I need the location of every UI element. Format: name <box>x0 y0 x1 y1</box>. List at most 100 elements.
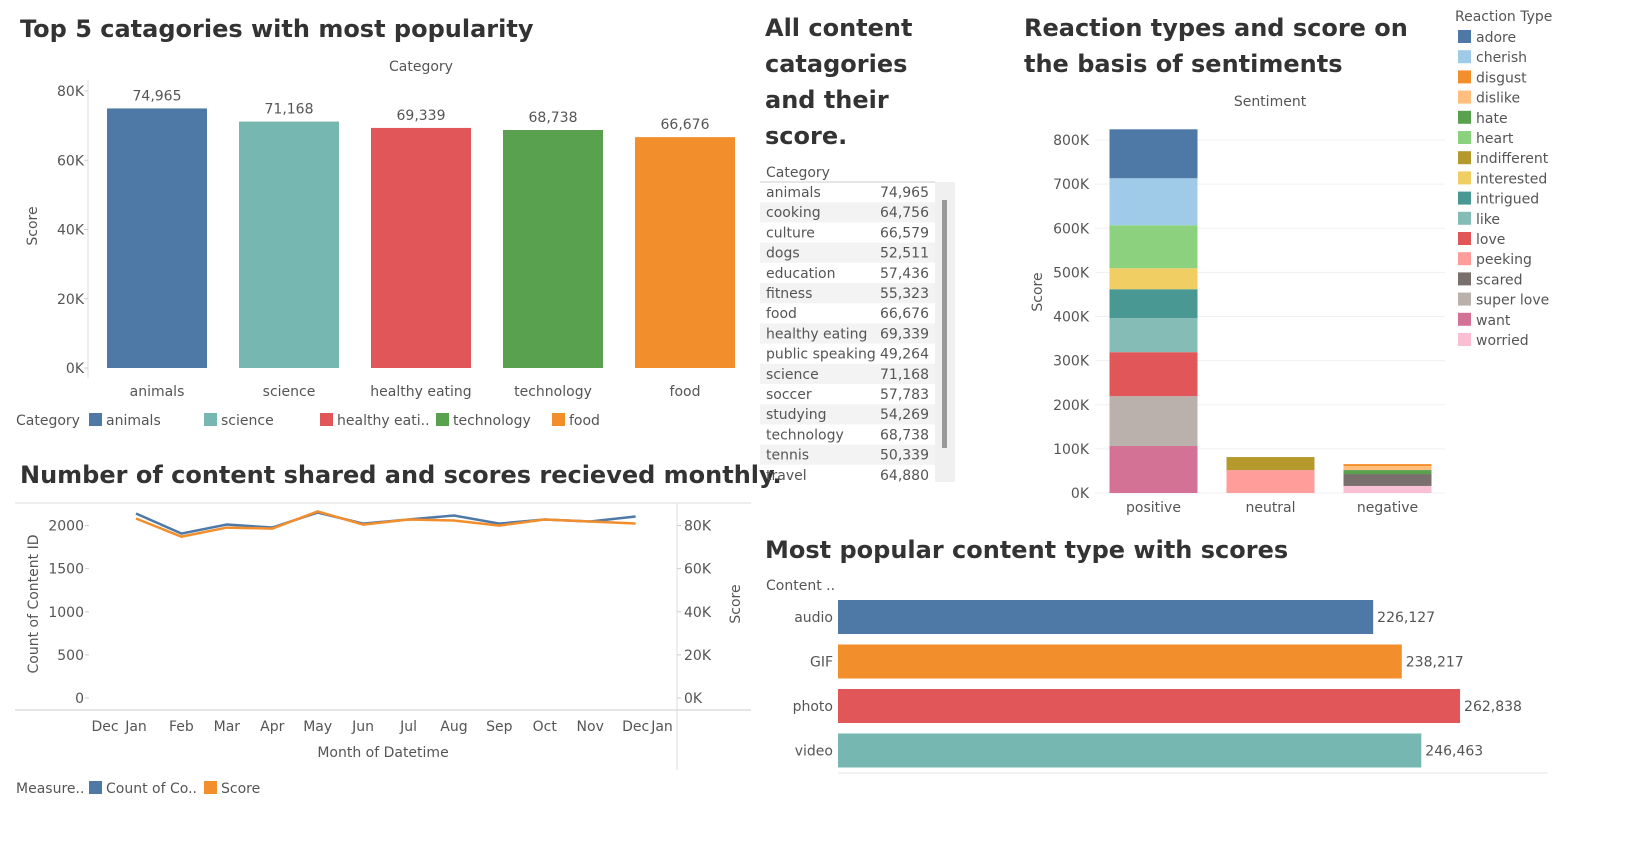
y-tick-label: 40K <box>57 223 85 239</box>
legend-label: Count of Co.. <box>106 781 197 797</box>
y-tick-label: 800K <box>1053 133 1090 149</box>
y-tick-label: 2000 <box>48 519 84 535</box>
legend-label: interested <box>1476 171 1547 187</box>
y-tick-label: 0K <box>66 361 85 377</box>
bar-segment <box>1109 129 1198 179</box>
row-bg <box>760 202 935 223</box>
cell: studying <box>766 407 826 423</box>
legend-label: love <box>1476 232 1505 248</box>
legend-label: want <box>1476 313 1511 329</box>
y-axis-title: Score <box>25 206 41 245</box>
legend-swatch <box>1458 232 1471 245</box>
y-tick-label: 0 <box>75 691 84 707</box>
legend-label: scared <box>1476 272 1523 288</box>
y-axis-title: Score <box>1030 272 1046 311</box>
scrollbar[interactable] <box>942 200 947 448</box>
y-tick-label: 700K <box>1053 177 1090 193</box>
bar-segment <box>1109 289 1198 319</box>
value-label: 246,463 <box>1425 744 1483 760</box>
y-axis-title: Count of Content ID <box>26 534 42 673</box>
x-tick-label: Sep <box>486 719 513 735</box>
bar-segment <box>1343 466 1432 471</box>
y-tick-label: GIF <box>810 655 833 671</box>
x-tick-label: animals <box>130 384 185 400</box>
x-tick-label: Jul <box>399 719 417 735</box>
legend-swatch <box>1458 312 1471 326</box>
y-tick-label: 1000 <box>48 605 84 621</box>
legend-swatch <box>1458 292 1471 306</box>
bar-segment <box>1109 352 1198 397</box>
y-tick-label: 500 <box>57 648 84 664</box>
y-tick-label: 100K <box>1053 442 1090 458</box>
bar-segment <box>1226 470 1315 493</box>
chart-title: Most popular content type with scores <box>765 536 1288 564</box>
x-tick-label: positive <box>1126 500 1181 516</box>
y-tick-label: 600K <box>1053 221 1090 237</box>
legend-swatch <box>1458 272 1471 286</box>
value-label: 68,738 <box>529 110 578 126</box>
x-tick-label: Aug <box>440 719 467 735</box>
legend-swatch <box>204 413 217 426</box>
cell: public speaking <box>766 347 876 363</box>
y-tick-label: 60K <box>57 153 85 169</box>
value-label: 74,965 <box>133 88 182 104</box>
chart-title: Reaction types and score on the basis of… <box>1024 14 1408 78</box>
legend-label: dislike <box>1476 91 1520 107</box>
legend-label: intrigued <box>1476 192 1539 208</box>
row-bg <box>760 363 935 384</box>
cell: dogs <box>766 246 800 262</box>
cell: 50,339 <box>880 448 929 464</box>
bar-segment <box>1343 474 1432 486</box>
legend-swatch <box>1458 211 1471 225</box>
legend-label: peeking <box>1476 252 1532 268</box>
legend-label: hate <box>1476 111 1508 127</box>
bar-segment <box>1226 457 1315 471</box>
legend-label: animals <box>106 413 161 429</box>
chart-title: Top 5 catagories with most popularity <box>20 15 534 43</box>
x-axis-title: Sentiment <box>1234 94 1307 110</box>
legend-swatch <box>1458 30 1471 43</box>
x-tick-label: Oct <box>533 719 558 735</box>
row-bg <box>760 323 935 344</box>
cell: 74,965 <box>880 185 929 201</box>
bar <box>838 600 1374 634</box>
x-tick-label: Apr <box>260 719 284 735</box>
legend-swatch <box>320 413 333 426</box>
y2-tick-label: 0K <box>684 691 703 707</box>
legend-swatch <box>1458 50 1471 64</box>
cell: animals <box>766 185 821 201</box>
table-header: Category <box>766 165 830 181</box>
bar <box>838 733 1422 768</box>
x-tick-label: Dec <box>91 719 118 735</box>
legend-swatch <box>1458 70 1471 84</box>
bar-segment <box>1343 470 1432 475</box>
x-tick-label: Nov <box>577 719 604 735</box>
bar <box>503 129 603 368</box>
bar <box>838 689 1461 723</box>
legend-swatch <box>89 781 102 794</box>
x-tick-label: Jan <box>124 719 147 735</box>
y-tick-label: 80K <box>57 84 85 100</box>
cell: 66,676 <box>880 306 929 322</box>
chart-title: Number of content shared and scores reci… <box>20 461 782 489</box>
bar-segment <box>1109 446 1198 493</box>
cell: 55,323 <box>880 286 929 302</box>
y-tick-label: 500K <box>1053 265 1090 281</box>
legend-swatch <box>1458 191 1471 205</box>
y-tick-label: 300K <box>1053 354 1090 370</box>
cell: 68,738 <box>880 427 929 443</box>
cell: culture <box>766 225 815 241</box>
legend-label: worried <box>1476 333 1529 349</box>
x-tick-label: May <box>303 719 332 735</box>
x-tick-label: Mar <box>214 719 241 735</box>
cell: travel <box>766 468 807 484</box>
cell: 66,579 <box>880 225 929 241</box>
value-label: 238,217 <box>1406 655 1464 671</box>
legend-label: like <box>1476 212 1500 228</box>
cell: technology <box>766 427 844 443</box>
cell: 57,436 <box>880 266 929 282</box>
legend-title: Category <box>16 413 80 429</box>
x-axis-title: Month of Datetime <box>317 745 448 761</box>
chart-title: All content catagories and their score. <box>765 14 913 150</box>
